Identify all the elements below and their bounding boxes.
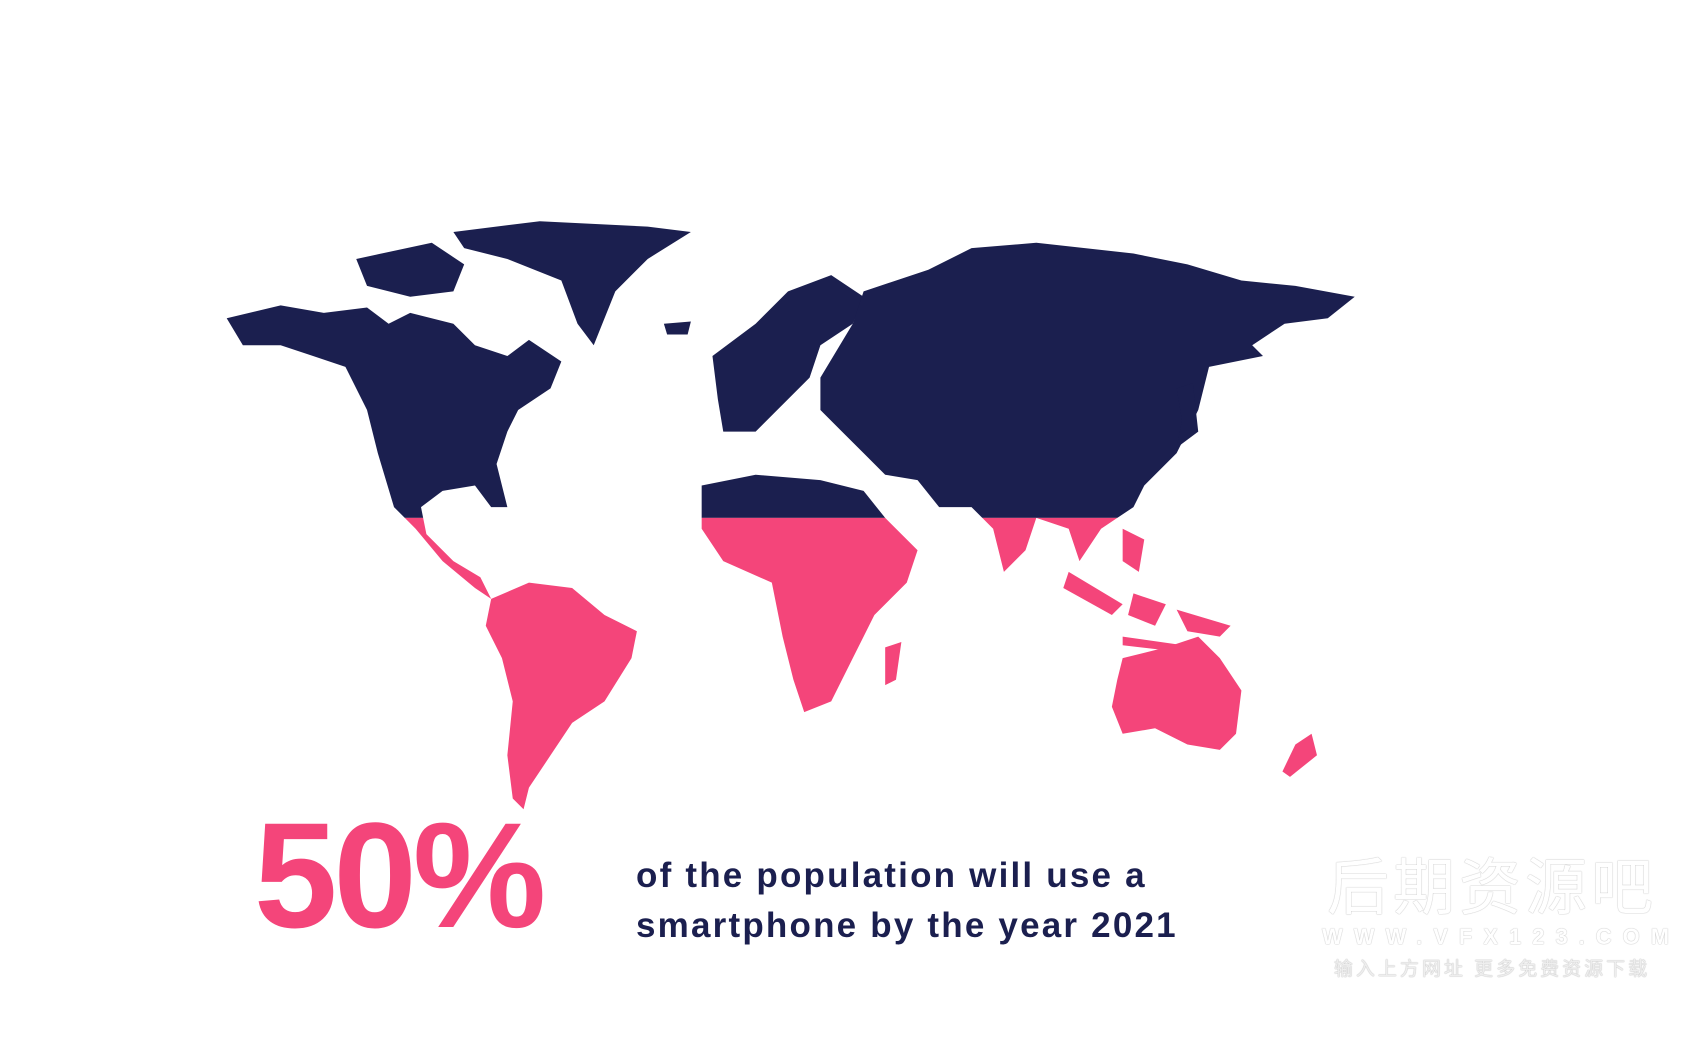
watermark-url: WWW.VFX123.COM	[1322, 924, 1681, 949]
headline-percent: 50%	[254, 791, 546, 959]
watermark: 后期资源吧 WWW.VFX123.COM 输入上方网址 更多免费资源下载	[1322, 854, 1681, 981]
headline-line-2: smartphone by the year 2021	[636, 906, 1178, 945]
watermark-title: 后期资源吧	[1326, 854, 1657, 923]
headline-line-1: of the population will use a	[636, 856, 1147, 895]
watermark-tagline: 输入上方网址 更多免费资源下载	[1333, 959, 1651, 980]
